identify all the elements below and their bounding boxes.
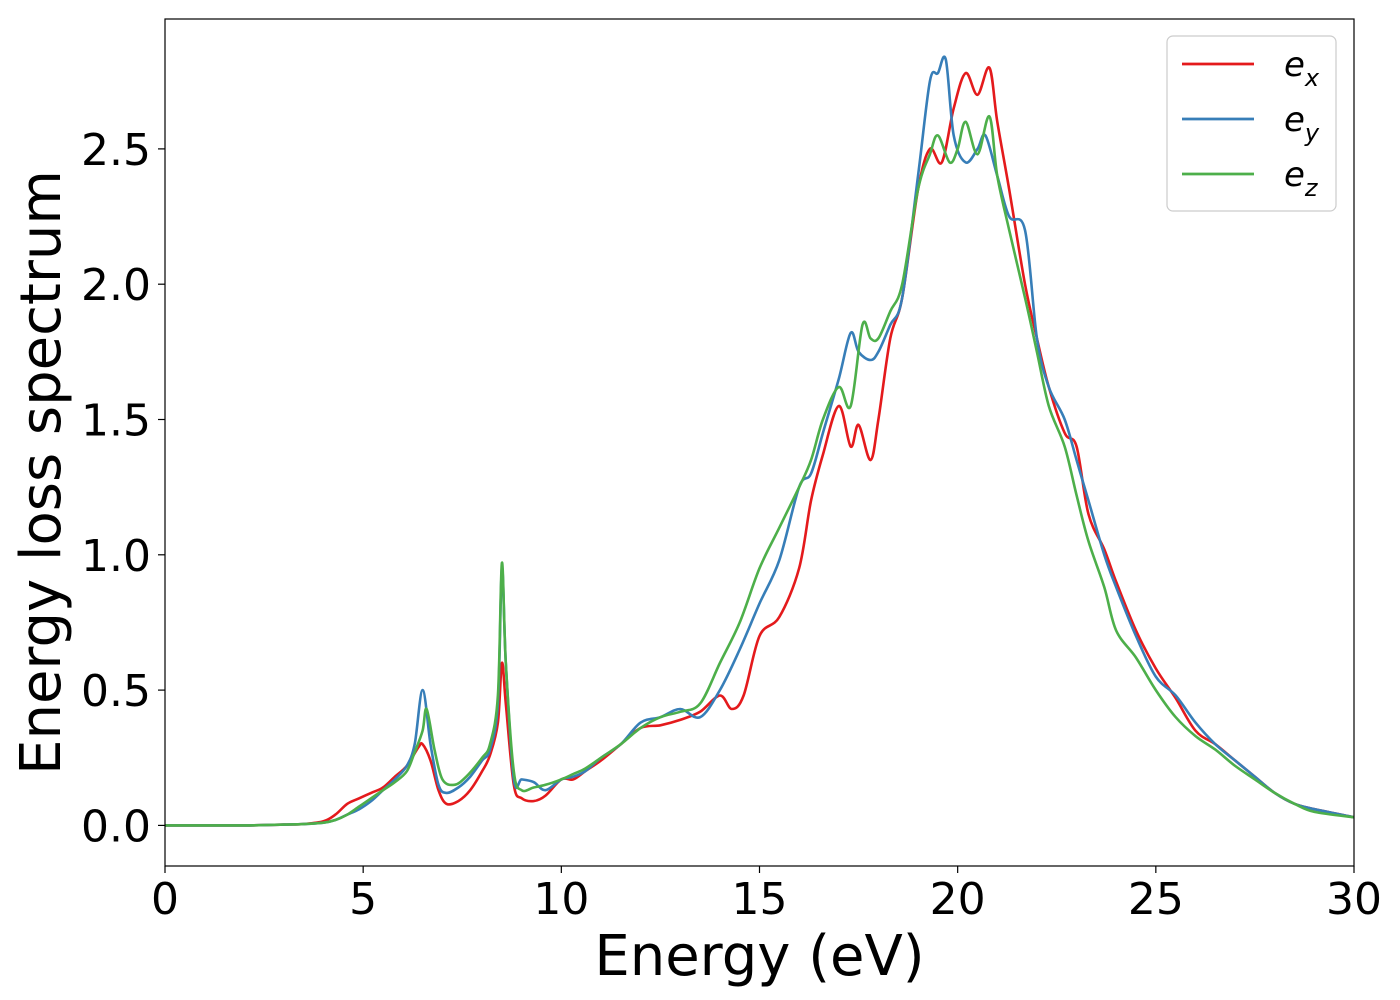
x-axis: 0 5 10 15 20 25 30 [151, 866, 1382, 925]
series-layer [164, 55, 1355, 827]
legend-label-ey: ey [1284, 100, 1320, 147]
legend: ex ey ez [1166, 35, 1337, 212]
y-axis-title: Energy loss spectrum [9, 170, 74, 775]
x-tick-label: 30 [1326, 874, 1382, 925]
x-tick-label: 25 [1128, 874, 1184, 925]
y-tick-label: 0.0 [81, 801, 151, 852]
x-tick-label: 15 [732, 874, 788, 925]
y-tick-label: 2.5 [81, 125, 151, 176]
y-tick-label: 0.5 [81, 666, 151, 717]
series-line-ez [164, 115, 1355, 827]
x-tick-label: 20 [930, 874, 986, 925]
legend-box [1166, 35, 1337, 212]
y-tick-label: 1.0 [81, 531, 151, 582]
legend-label-ez: ez [1284, 155, 1319, 202]
x-tick-label: 0 [151, 874, 179, 925]
series-line-ey [164, 55, 1355, 827]
legend-label-ex: ex [1284, 45, 1320, 92]
y-tick-label: 1.5 [81, 395, 151, 446]
series-line-ex [164, 66, 1355, 827]
x-axis-title: Energy (eV) [594, 924, 924, 989]
y-tick-label: 2.0 [81, 260, 151, 311]
x-tick-label: 10 [533, 874, 589, 925]
x-tick-label: 5 [349, 874, 377, 925]
y-axis: 0.0 0.5 1.0 1.5 2.0 2.5 [81, 125, 165, 852]
